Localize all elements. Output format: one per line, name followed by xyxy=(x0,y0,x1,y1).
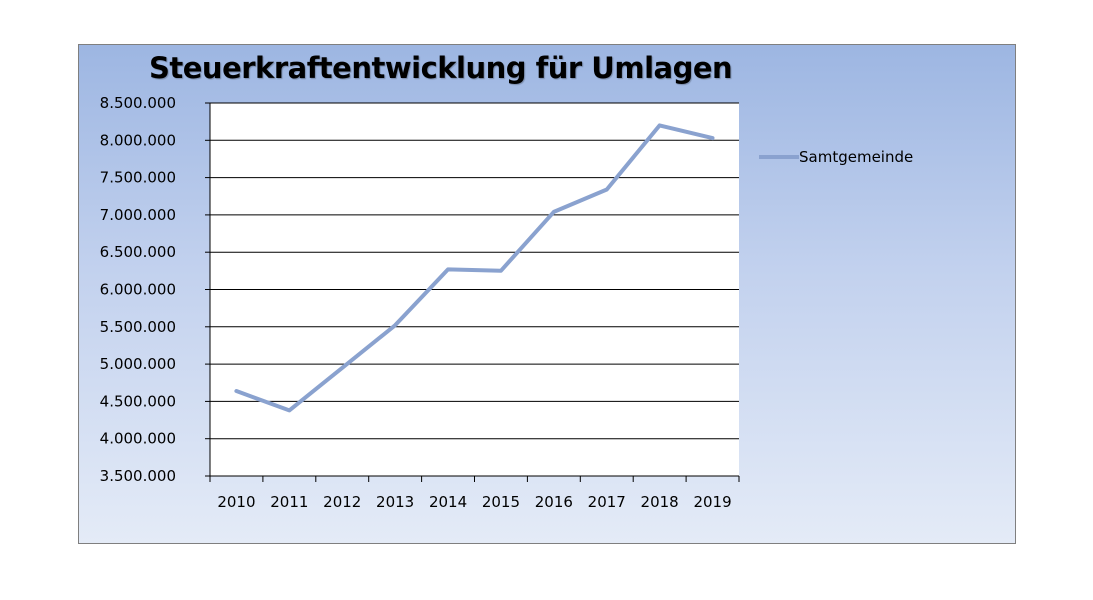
legend-swatch-samtgemeinde xyxy=(759,155,799,159)
x-tick-label: 2012 xyxy=(323,493,361,511)
chart-frame: Steuerkraftentwicklung für Umlagen 3.500… xyxy=(78,44,1016,544)
chart-title: Steuerkraftentwicklung für Umlagen xyxy=(149,51,733,85)
series-line-samtgemeinde xyxy=(234,123,715,413)
y-tick-label: 5.500.000 xyxy=(100,318,176,336)
y-tick-label: 4.000.000 xyxy=(100,430,176,448)
x-tick-label: 2016 xyxy=(535,493,573,511)
legend: Samtgemeinde xyxy=(759,148,913,166)
x-tick-label: 2015 xyxy=(482,493,520,511)
line-chart: 3.500.000 4.000.000 4.500.000 5.000.000 5.50… xyxy=(100,94,740,511)
y-tick-label: 4.500.000 xyxy=(100,392,176,410)
x-tick-label: 2010 xyxy=(217,493,255,511)
x-tick-label: 2018 xyxy=(641,493,679,511)
y-tick-label: 5.000.000 xyxy=(100,355,176,373)
x-tick-label: 2011 xyxy=(270,493,308,511)
y-tick-label: 3.500.000 xyxy=(100,467,176,485)
y-tick-label: 8.500.000 xyxy=(100,94,176,112)
y-tick-label: 7.000.000 xyxy=(100,206,176,224)
x-tick-label: 2017 xyxy=(588,493,626,511)
y-tick-label: 8.000.000 xyxy=(100,131,176,149)
y-tick-label: 6.500.000 xyxy=(100,243,176,261)
x-tick-label: 2014 xyxy=(429,493,467,511)
y-tick-label: 7.500.000 xyxy=(100,169,176,187)
x-tick-label: 2013 xyxy=(376,493,414,511)
y-tick-label: 6.000.000 xyxy=(100,281,176,299)
x-tick-label: 2019 xyxy=(693,493,731,511)
legend-label-samtgemeinde: Samtgemeinde xyxy=(799,148,914,166)
